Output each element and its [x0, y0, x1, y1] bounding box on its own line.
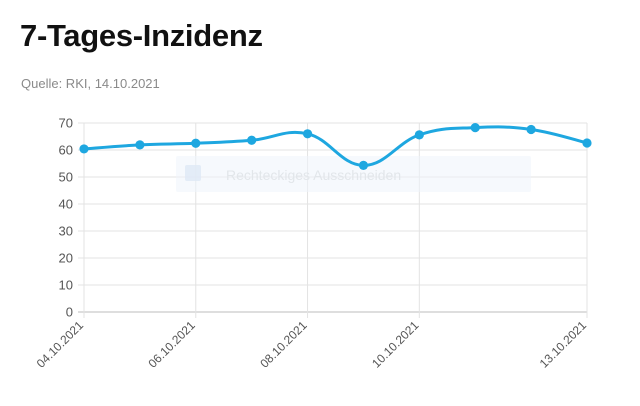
x-tick-label: 04.10.2021: [34, 318, 87, 371]
y-axis-ticks: 0 10 20 30 40 50 60 70: [59, 116, 73, 320]
y-tick-label: 60: [59, 143, 73, 158]
y-tick-label: 10: [59, 278, 73, 293]
data-point: [358, 160, 369, 170]
data-point: [191, 138, 201, 148]
selection-overlay-box: [176, 156, 531, 192]
y-tick-label: 70: [59, 116, 73, 131]
x-tick-label: 10.10.2021: [369, 318, 422, 371]
selection-overlay-icon: [185, 165, 201, 181]
data-point: [302, 129, 313, 139]
data-point: [79, 144, 89, 154]
data-point: [582, 138, 592, 148]
data-point: [247, 135, 257, 145]
data-point: [470, 122, 480, 133]
y-tick-label: 30: [59, 224, 73, 239]
data-point: [526, 124, 536, 135]
data-point: [414, 130, 424, 140]
x-tick-label: 06.10.2021: [146, 318, 199, 371]
chart-source: Quelle: RKI, 14.10.2021: [21, 76, 160, 91]
x-axis-ticks: 04.10.2021 06.10.2021 08.10.2021 10.10.2021…: [34, 318, 590, 371]
x-tick-label: 13.10.2021: [537, 318, 590, 371]
y-tick-label: 0: [66, 305, 73, 320]
y-tick-label: 40: [59, 197, 73, 212]
gridlines: [78, 122, 588, 318]
x-tick-label: 08.10.2021: [257, 318, 310, 371]
selection-overlay: Rechteckiges Ausschneiden: [176, 156, 531, 192]
series-layer: [79, 122, 592, 170]
chart-title: 7-Tages-Inzidenz: [20, 18, 263, 53]
series-line: [82, 125, 589, 167]
y-tick-label: 50: [59, 170, 73, 185]
selection-overlay-label: Rechteckiges Ausschneiden: [226, 167, 401, 183]
y-tick-label: 20: [59, 251, 73, 266]
data-point: [135, 140, 145, 150]
